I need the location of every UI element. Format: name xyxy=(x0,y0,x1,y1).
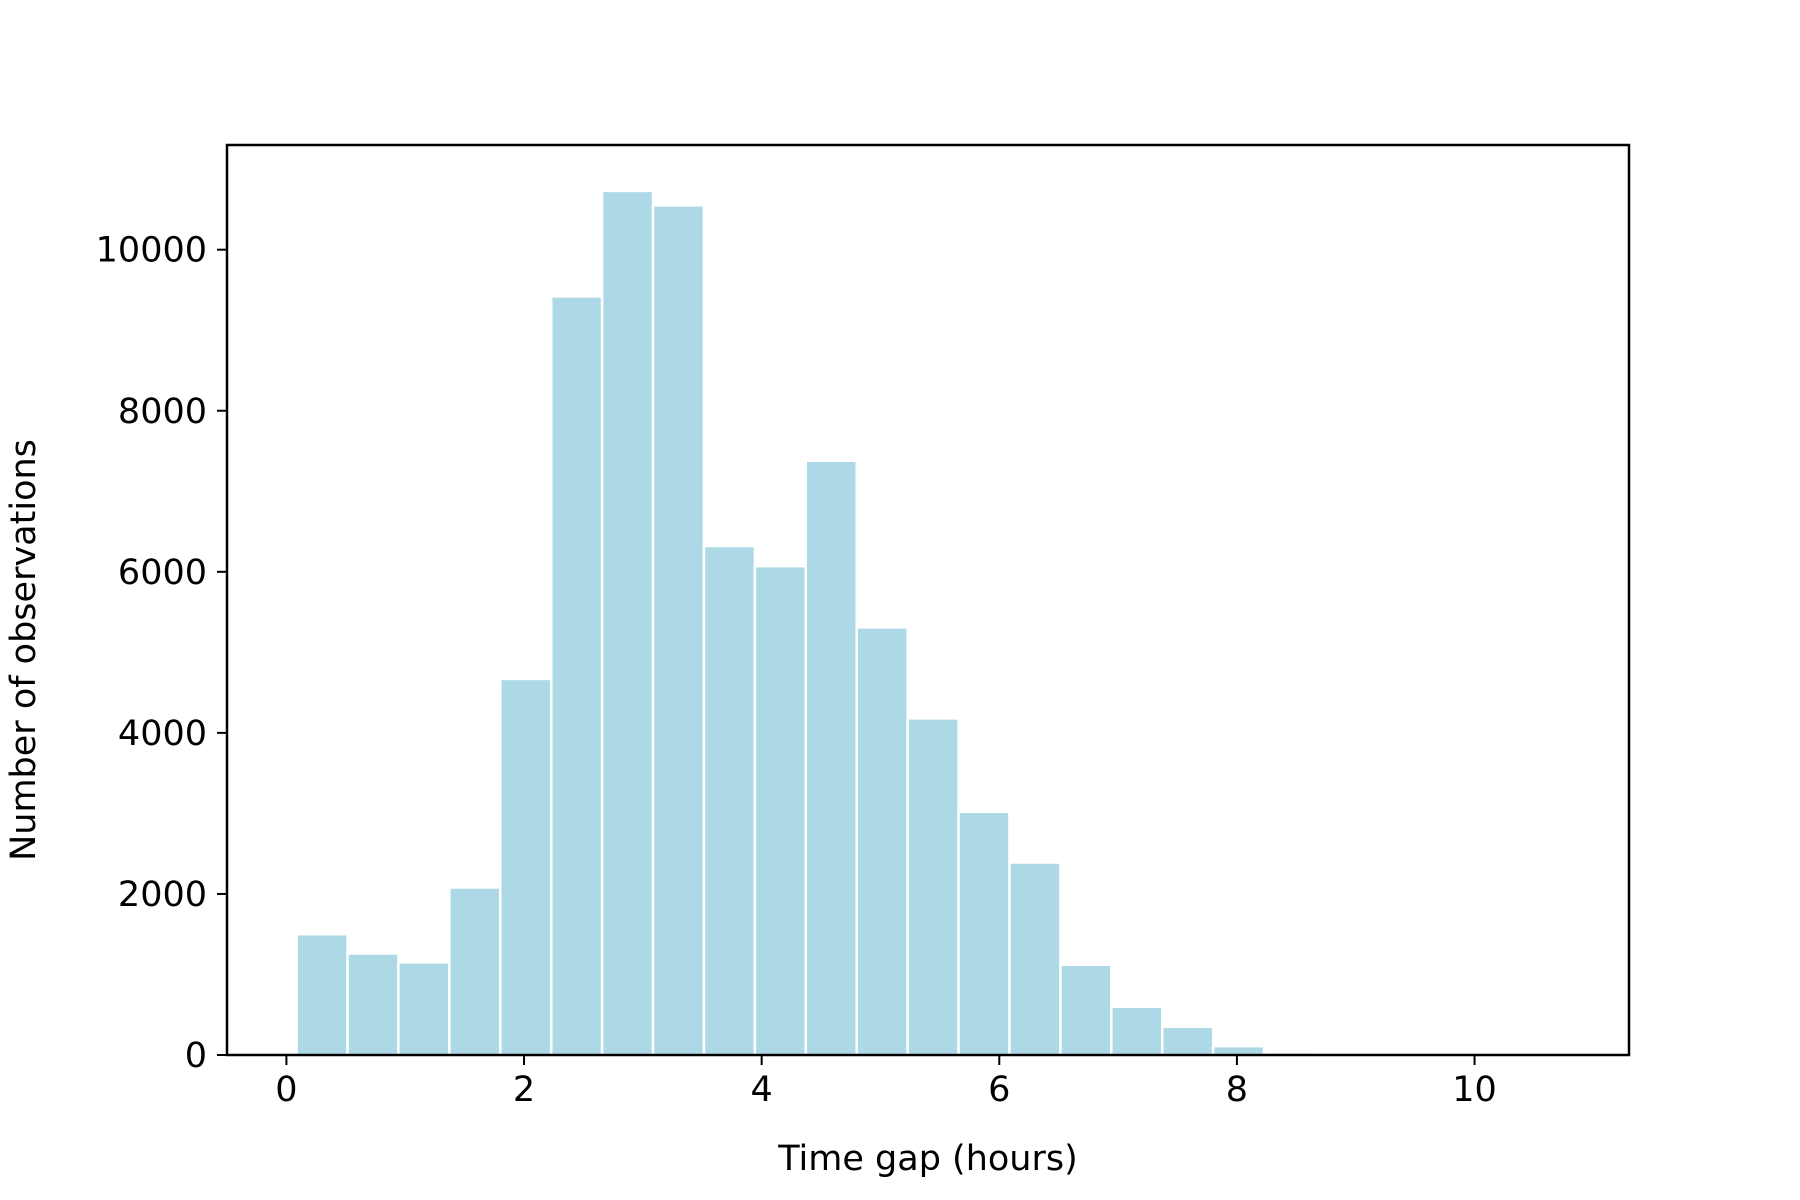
bars-group xyxy=(295,189,1571,1057)
histogram-bar-1 xyxy=(346,952,400,1057)
histogram-bar-3 xyxy=(448,886,502,1057)
histogram-bar-10 xyxy=(804,459,858,1057)
x-tick-label-5: 10 xyxy=(1452,1070,1497,1110)
histogram-bar-0 xyxy=(295,932,349,1057)
histogram-bar-12 xyxy=(906,717,960,1057)
y-tick-label-4: 8000 xyxy=(118,392,207,432)
histogram-bar-4 xyxy=(499,677,553,1057)
y-tick-label-3: 6000 xyxy=(118,553,207,593)
histogram-bar-6 xyxy=(600,189,655,1057)
y-tick-label-0: 0 xyxy=(185,1036,207,1076)
histogram-bar-7 xyxy=(651,204,706,1057)
y-tick-label-5: 10000 xyxy=(96,231,207,271)
histogram-bar-5 xyxy=(549,295,604,1057)
x-ticks-group: 0 2 4 6 8 10 xyxy=(275,1055,1497,1110)
y-ticks-group: 0 2000 4000 6000 8000 10000 xyxy=(96,231,227,1076)
histogram-bar-9 xyxy=(753,564,808,1057)
plot-frame xyxy=(225,143,1631,1057)
x-axis-label: Time gap (hours) xyxy=(777,1139,1078,1179)
histogram-bar-11 xyxy=(855,626,909,1057)
histogram-bar-17 xyxy=(1160,1025,1215,1057)
histogram-bar-8 xyxy=(702,544,757,1057)
y-tick-label-1: 2000 xyxy=(118,875,207,915)
y-axis-label: Number of observations xyxy=(4,439,44,861)
y-tick-label-2: 4000 xyxy=(118,714,207,754)
histogram-bar-16 xyxy=(1110,1005,1164,1057)
x-tick-label-3: 6 xyxy=(988,1070,1010,1110)
x-tick-label-1: 2 xyxy=(513,1070,535,1110)
x-tick-label-2: 4 xyxy=(751,1070,773,1110)
histogram-bar-13 xyxy=(957,810,1011,1057)
x-tick-label-4: 8 xyxy=(1226,1070,1248,1110)
histogram-bar-15 xyxy=(1059,963,1113,1057)
histogram-bar-14 xyxy=(1008,861,1062,1057)
x-tick-label-0: 0 xyxy=(275,1070,297,1110)
histogram-bar-2 xyxy=(397,961,451,1057)
histogram-bar-18 xyxy=(1211,1044,1266,1057)
